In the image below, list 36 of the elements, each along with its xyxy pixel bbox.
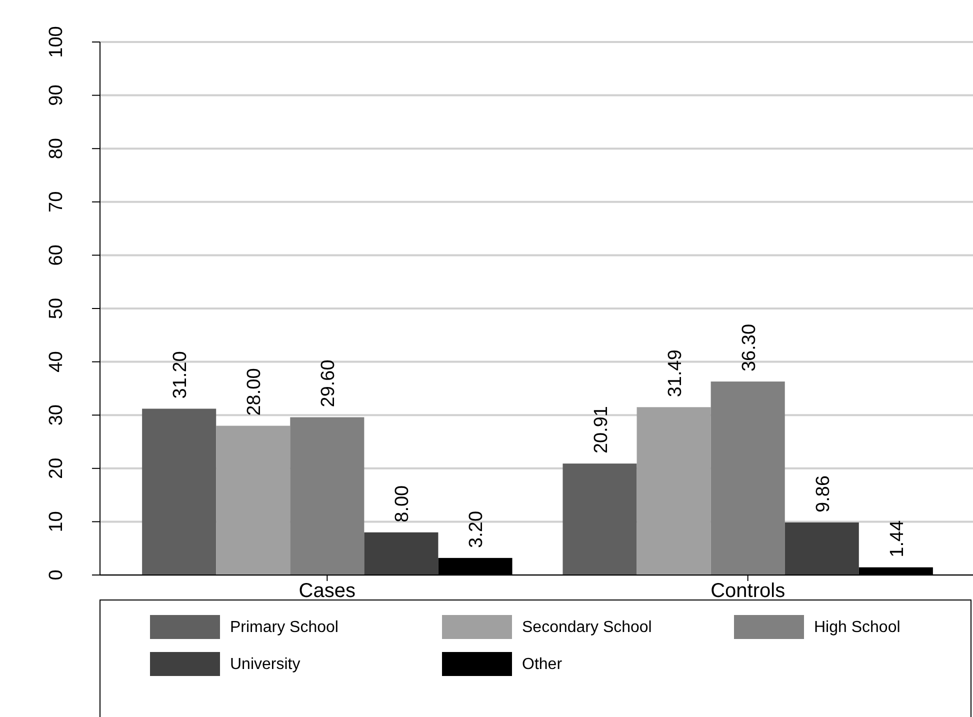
bar [142,408,216,575]
data-label: 20.91 [590,406,612,454]
bar [216,426,290,575]
data-label: 8.00 [392,485,414,522]
data-label: 31.49 [664,350,686,398]
data-label: 29.60 [318,360,340,408]
bar [290,417,364,575]
data-label: 1.44 [886,520,908,558]
y-tick-label: 70 [46,191,67,212]
x-tick-label: Controls [710,580,786,602]
bar [562,464,637,575]
y-tick-label: 0 [46,570,67,580]
data-label: 36.30 [738,324,760,372]
y-tick-label: 40 [46,351,67,372]
data-label: 9.86 [812,475,834,512]
x-tick-label: Cases [298,580,356,602]
data-label: 28.00 [244,368,266,416]
y-tick-label: 60 [46,244,67,266]
legend-label: Secondary School [522,619,652,636]
bar [710,382,785,575]
y-tick-label: 10 [46,511,67,532]
bar [784,522,859,575]
y-tick-label: 50 [46,298,67,320]
data-label: 3.20 [466,510,488,548]
y-tick-label: 100 [46,26,67,58]
legend-label: Other [522,656,563,673]
legend-label: Primary School [230,619,338,636]
y-tick-label: 30 [46,404,67,426]
bar [364,532,438,575]
bar [636,407,711,575]
legend-label: High School [814,619,900,636]
y-tick-label: 80 [46,138,67,160]
legend-label: University [230,656,300,673]
y-tick-label: 90 [46,84,67,106]
y-tick-label: 20 [46,458,67,479]
data-label: 31.20 [170,351,192,399]
